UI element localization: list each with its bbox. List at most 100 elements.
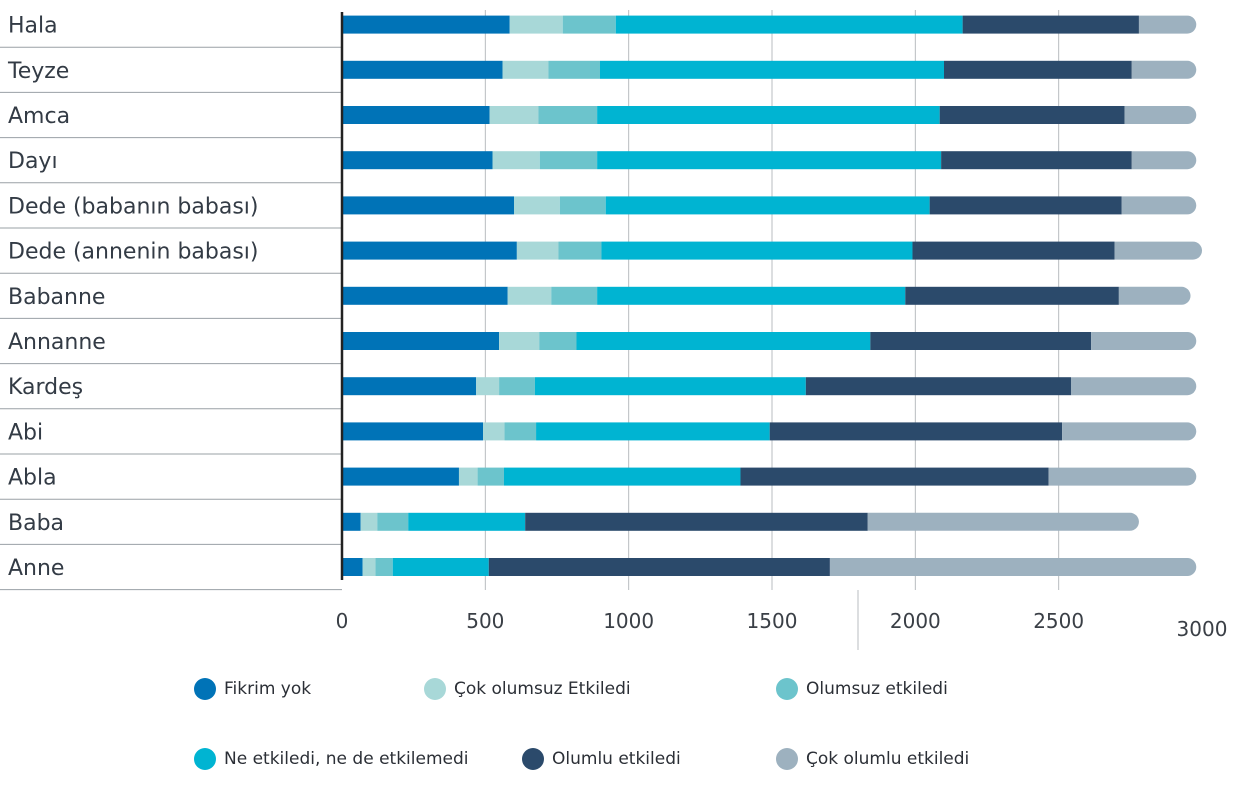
bar-segment: [509, 15, 563, 34]
bar-segment: [539, 151, 598, 170]
bar-segment: [536, 422, 770, 441]
bar-segment: [342, 422, 484, 441]
category-label: Amca: [8, 104, 70, 129]
legend-swatch: [424, 678, 446, 700]
bar-segment: [499, 332, 540, 350]
bar-segment: [740, 467, 1049, 486]
bar-segment: [1131, 60, 1197, 79]
x-tick-label: 2500: [1033, 609, 1084, 633]
bar-segment: [769, 422, 1063, 441]
bar-segment: [483, 422, 505, 441]
bar-segment: [601, 241, 913, 260]
bar-segment: [912, 241, 1115, 260]
legend-item: Fikrim yok: [194, 678, 311, 700]
bar-segment: [342, 15, 510, 34]
bar-segment: [615, 15, 963, 34]
bar-segment: [342, 106, 490, 124]
category-label: Teyze: [7, 59, 69, 84]
bar-segment: [342, 60, 503, 79]
bar-segment: [562, 15, 616, 34]
legend-item: Olumlu etkiledi: [522, 748, 681, 770]
category-label: Abla: [8, 466, 57, 491]
x-tick-label: 500: [466, 609, 504, 633]
category-label: Dede (babanın babası): [8, 194, 259, 219]
category-separators: [0, 46, 342, 591]
legend-label: Çok olumlu etkiledi: [806, 749, 970, 769]
legend-item: Ne etkiledi, ne de etkilemedi: [194, 748, 468, 770]
category-labels: Hala Teyze Amca Dayı Dede (babanın babası) De…: [7, 14, 259, 581]
legend-label: Çok olumsuz Etkiledi: [454, 679, 631, 699]
bar-segment: [492, 151, 540, 170]
x-tick-label: 1500: [747, 609, 798, 633]
bar-segment: [507, 286, 552, 305]
category-label: Kardeş: [8, 375, 83, 400]
category-label: Hala: [8, 14, 58, 39]
category-label: Baba: [8, 511, 64, 536]
category-label: Dede (annenin babası): [8, 240, 259, 265]
bar-segment: [342, 467, 459, 486]
legend-label: Olumlu etkiledi: [552, 749, 681, 769]
bar-segment: [1048, 467, 1197, 486]
bar-segment: [597, 151, 942, 170]
bar-segment: [870, 332, 1092, 350]
category-label: Babanne: [8, 285, 105, 310]
bar-segment: [538, 106, 598, 124]
bar-segment: [539, 332, 577, 350]
bar-segment: [944, 60, 1132, 79]
bar-segment: [392, 558, 489, 576]
x-tick-label: 0: [336, 609, 349, 633]
legend-item: Olumsuz etkiledi: [776, 678, 948, 700]
bar-segment: [477, 467, 504, 486]
bar-segment: [360, 512, 378, 531]
x-tick-label: 3000: [1177, 617, 1228, 641]
bar-segment: [867, 512, 1139, 531]
legend-swatch: [522, 748, 544, 770]
bar-segment: [375, 558, 393, 576]
legend-label: Ne etkiledi, ne de etkilemedi: [224, 749, 469, 769]
bar-segment: [941, 151, 1132, 170]
bar-segment: [534, 377, 806, 396]
stacked-bar-chart: Hala Teyze Amca Dayı Dede (babanın babası) De…: [0, 10, 1228, 650]
category-label: Annanne: [8, 330, 106, 355]
bar-segment: [342, 377, 477, 396]
bar-segment: [962, 15, 1139, 34]
bar-segment: [502, 60, 549, 79]
bar-segment: [342, 241, 517, 260]
bar-segment: [558, 241, 602, 260]
bar-segment: [1121, 196, 1197, 215]
bar-segment: [377, 512, 409, 531]
bar-segment: [488, 558, 830, 576]
x-tick-labels: 0 500 1000 1500 2000 2500 3000: [336, 609, 1228, 641]
bar-segment: [1070, 377, 1197, 396]
bar-segment: [1138, 15, 1197, 34]
category-label: Anne: [8, 556, 64, 581]
legend-swatch: [776, 748, 798, 770]
legend-swatch: [194, 748, 216, 770]
bar-segment: [342, 332, 500, 350]
bar-segment: [548, 60, 600, 79]
bar-segment: [362, 558, 376, 576]
bar-segment: [1131, 151, 1197, 170]
bar-segment: [514, 196, 560, 215]
bar-segment: [1114, 241, 1202, 260]
legend-item: Çok olumsuz Etkiledi: [424, 678, 631, 700]
bar-segment: [458, 467, 478, 486]
bar-segment: [597, 106, 940, 124]
bar-segment: [342, 196, 514, 215]
bar-segment: [600, 60, 944, 79]
bar-segment: [829, 558, 1197, 576]
bar-segment: [342, 151, 493, 170]
bar-segment: [929, 196, 1122, 215]
legend-swatch: [194, 678, 216, 700]
legend-label: Olumsuz etkiledi: [806, 679, 948, 699]
bar-segment: [605, 196, 930, 215]
bar-segment: [489, 106, 539, 124]
legend-label: Fikrim yok: [224, 679, 312, 699]
bar-segment: [516, 241, 559, 260]
bar-segment: [408, 512, 526, 531]
bar-segment: [476, 377, 500, 396]
bar-segment: [1091, 332, 1197, 350]
category-label: Abi: [8, 420, 43, 445]
bar-segment: [805, 377, 1071, 396]
bar-segment: [576, 332, 871, 350]
